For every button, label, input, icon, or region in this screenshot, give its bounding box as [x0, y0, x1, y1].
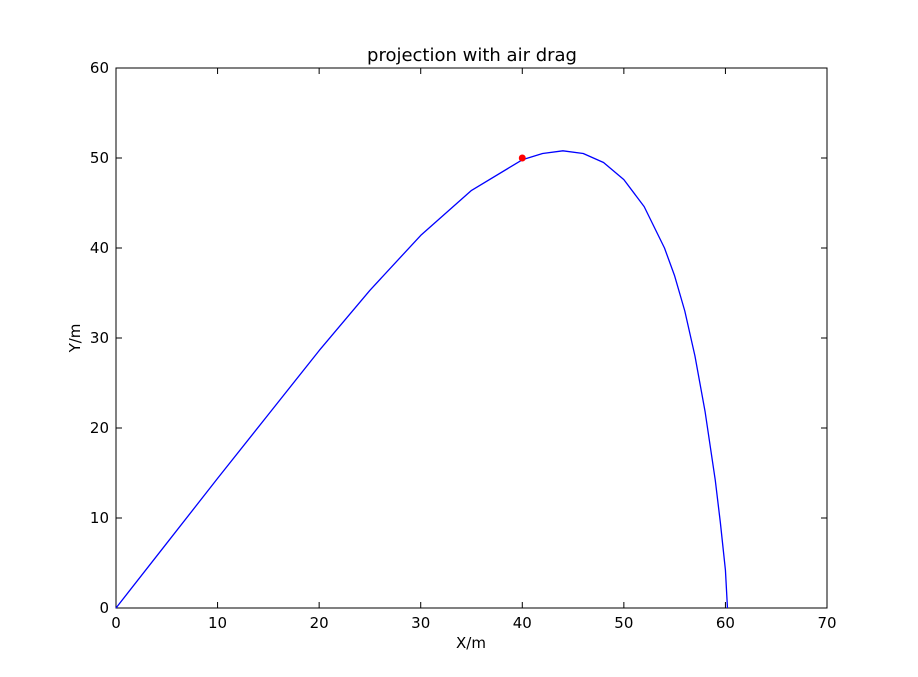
chart-title: projection with air drag	[367, 45, 577, 66]
x-axis-label: X/m	[456, 634, 486, 652]
y-tick-label: 60	[90, 59, 109, 77]
y-tick-label: 50	[90, 149, 109, 167]
x-tick-label: 20	[310, 614, 329, 632]
x-tick-label: 40	[513, 614, 532, 632]
y-tick-label: 40	[90, 239, 109, 257]
plot-area: 0 10 20 30 40 50 60 70 0 10 20 30 40 50 60	[90, 59, 837, 632]
x-tick-label: 0	[111, 614, 121, 632]
y-axis-label: Y/m	[66, 324, 84, 354]
y-tick-label: 20	[90, 419, 109, 437]
x-tick-label: 70	[817, 614, 836, 632]
trajectory-line	[115, 150, 729, 609]
y-tick-label: 0	[99, 599, 109, 617]
marker-point	[518, 154, 526, 162]
x-tick-label: 30	[411, 614, 430, 632]
x-tick-label: 10	[208, 614, 227, 632]
y-tick-label: 10	[90, 509, 109, 527]
x-tick-label: 60	[716, 614, 735, 632]
x-tick-label: 50	[614, 614, 633, 632]
y-tick-label: 30	[90, 329, 109, 347]
